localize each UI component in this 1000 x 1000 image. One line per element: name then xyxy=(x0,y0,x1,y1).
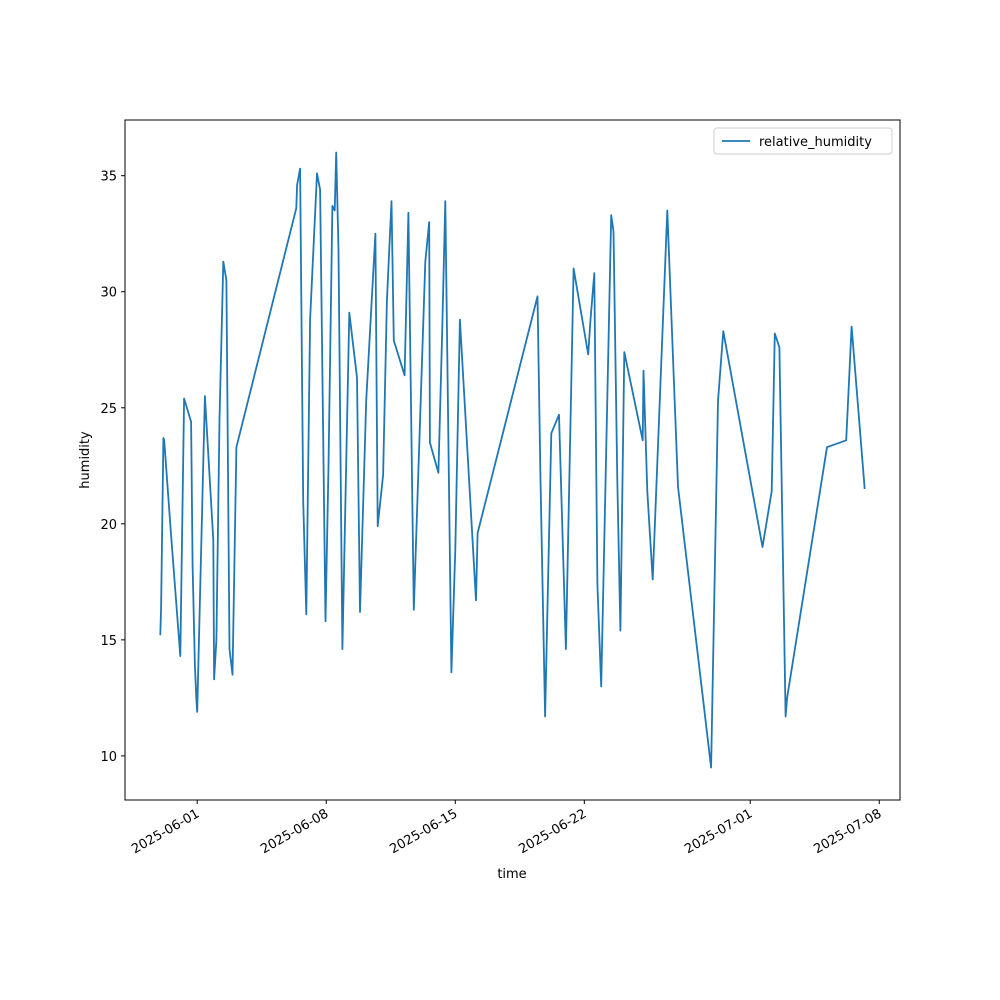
plot-frame xyxy=(124,119,901,801)
y-tick-label: 10 xyxy=(100,750,117,765)
x-tick-label: 2025-07-08 xyxy=(811,806,884,857)
y-tick-label: 20 xyxy=(100,518,117,533)
legend-box xyxy=(713,127,893,155)
x-tick-label: 2025-06-15 xyxy=(387,806,460,857)
y-tick-label: 30 xyxy=(100,286,117,301)
y-tick-label: 35 xyxy=(100,170,117,185)
y-axis-label: humidity xyxy=(78,431,93,489)
y-tick-label: 25 xyxy=(100,402,117,417)
data-line xyxy=(159,151,866,769)
x-tick-label: 2025-06-01 xyxy=(129,806,202,857)
legend-label: relative_humidity xyxy=(759,135,872,150)
x-axis-label: time xyxy=(497,867,526,882)
y-tick-label: 15 xyxy=(100,634,117,649)
x-tick-label: 2025-07-01 xyxy=(682,806,755,857)
x-tick-label: 2025-06-08 xyxy=(258,806,331,857)
x-tick-label: 2025-06-22 xyxy=(516,806,589,857)
